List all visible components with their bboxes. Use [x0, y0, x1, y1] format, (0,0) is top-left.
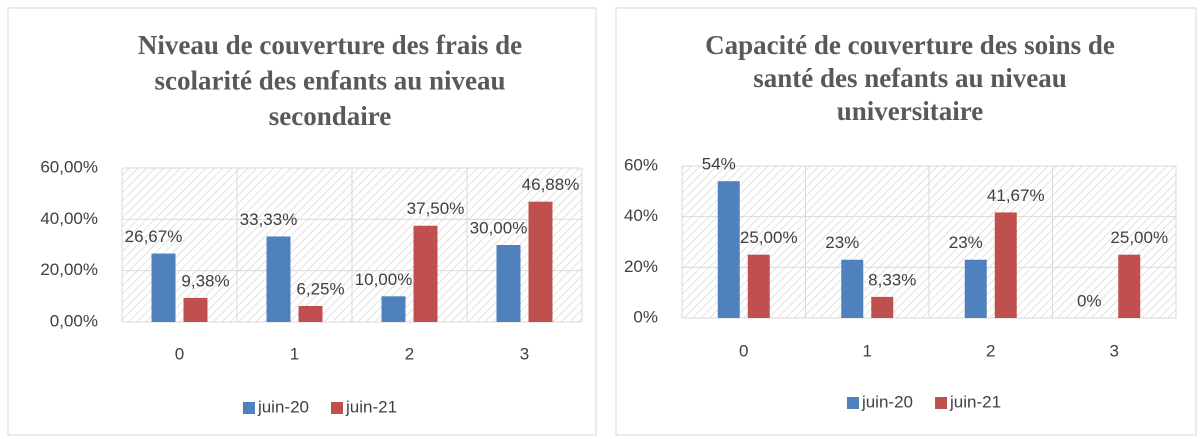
data-label: 0% — [1077, 291, 1102, 310]
data-label: 26,67% — [125, 227, 183, 246]
data-label: 30,00% — [470, 218, 528, 237]
data-label: 9,38% — [181, 271, 229, 290]
bar — [528, 201, 553, 322]
bar — [413, 225, 438, 322]
y-tick-label: 60% — [624, 155, 658, 174]
legend: juin-20 juin-21 — [846, 392, 1001, 411]
x-tick-label: 3 — [520, 344, 529, 363]
legend-swatch — [242, 402, 255, 414]
bar — [871, 296, 894, 318]
bar — [964, 259, 987, 318]
title-line: Capacité de couverture des soins de — [705, 30, 1115, 60]
title-line: universitaire — [837, 96, 983, 126]
data-label: 10,00% — [355, 270, 413, 289]
y-tick-label: 0,00% — [50, 311, 98, 330]
legend-label: juin-20 — [861, 392, 913, 411]
data-label: 41,67% — [987, 186, 1045, 205]
title-line: santé des nefants au niveau — [753, 63, 1067, 93]
x-tick-label: 2 — [405, 344, 414, 363]
data-label: 25,00% — [740, 228, 798, 247]
data-label: 46,88% — [522, 175, 580, 194]
x-tick-label: 3 — [1110, 341, 1119, 360]
x-tick-label: 1 — [290, 344, 299, 363]
x-tick-label: 0 — [739, 341, 748, 360]
bar — [1118, 254, 1141, 318]
bar — [298, 305, 323, 322]
bar — [994, 212, 1017, 318]
data-label: 25,00% — [1110, 228, 1168, 247]
legend: juin-20 juin-21 — [242, 397, 397, 416]
legend-swatch — [331, 402, 343, 414]
legend-label: juin-21 — [949, 392, 1001, 411]
data-label: 37,50% — [407, 199, 465, 218]
bar — [717, 181, 740, 318]
bar — [496, 245, 521, 322]
y-tick-label: 60,00% — [40, 157, 98, 176]
bar — [183, 297, 208, 322]
bar — [841, 259, 864, 318]
x-tick-label: 2 — [986, 341, 995, 360]
bar — [266, 236, 291, 322]
title-line: scolarité des enfants au niveau — [155, 66, 506, 96]
data-label: 8,33% — [868, 270, 916, 289]
x-tick-label: 1 — [863, 341, 872, 360]
chart-title: Capacité de couverture des soins de santé… — [705, 30, 1115, 126]
title-line: Niveau de couverture des frais de — [138, 30, 522, 60]
bar — [381, 296, 406, 322]
data-label: 54% — [702, 155, 736, 174]
legend-label: juin-20 — [257, 397, 309, 416]
y-tick-label: 20% — [624, 257, 658, 276]
data-label: 33,33% — [240, 210, 298, 229]
y-tick-label: 0% — [633, 307, 658, 326]
legend-label: juin-21 — [345, 397, 397, 416]
x-tick-label: 0 — [175, 344, 184, 363]
data-label: 23% — [825, 233, 859, 252]
legend-swatch — [846, 397, 859, 409]
data-label: 23% — [949, 233, 983, 252]
y-tick-label: 20,00% — [40, 260, 98, 279]
title-line: secondaire — [269, 101, 392, 131]
legend-swatch — [935, 397, 947, 409]
bar — [151, 253, 176, 322]
y-tick-label: 40% — [624, 206, 658, 225]
bar — [747, 254, 770, 318]
y-tick-label: 40,00% — [40, 209, 98, 228]
chart-title: Niveau de couverture des frais de scolari… — [138, 30, 522, 131]
data-label: 6,25% — [296, 279, 344, 298]
